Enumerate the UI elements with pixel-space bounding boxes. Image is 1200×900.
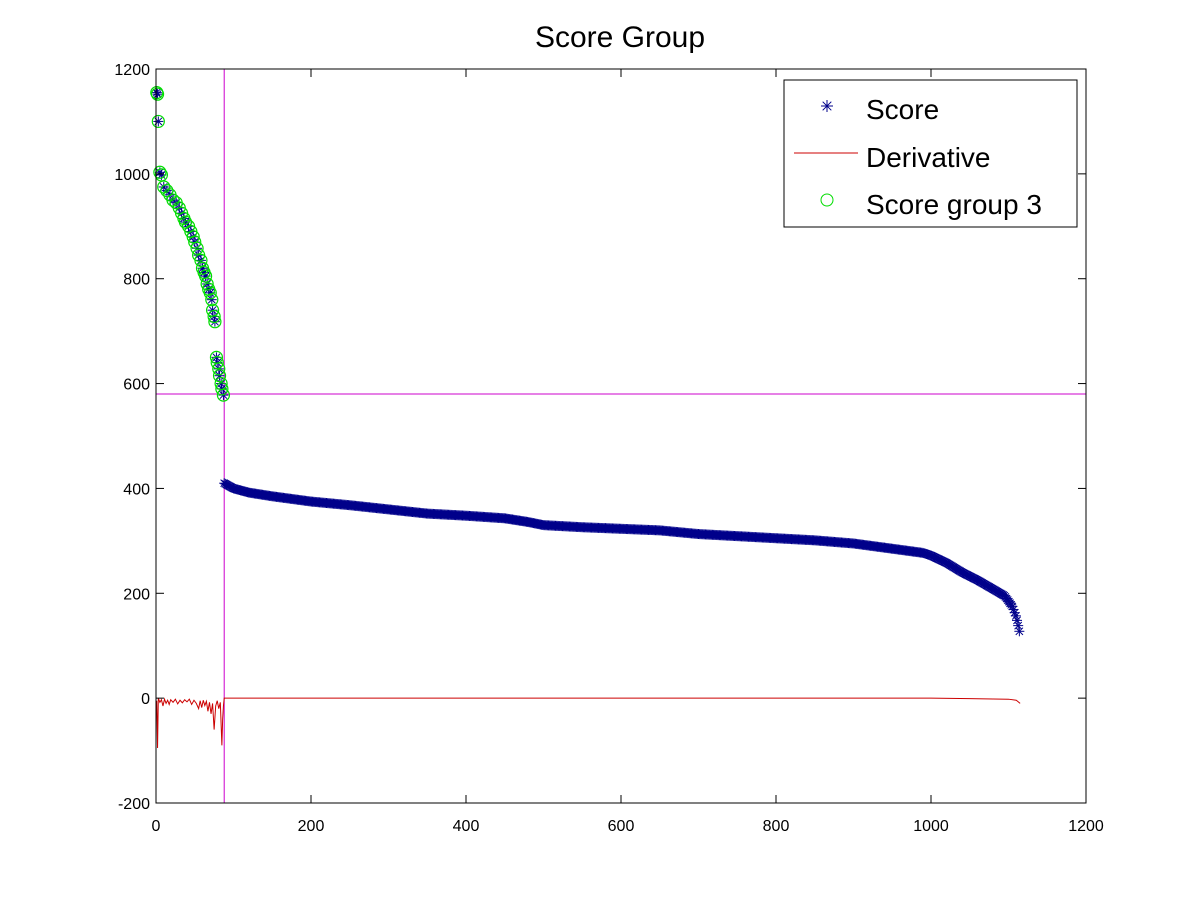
y-tick-label: 800 [123,272,150,289]
legend-derivative-label: Derivative [866,142,990,173]
score-point [209,316,220,327]
y-tick-label: 1000 [114,167,150,184]
y-tick-label: -200 [118,796,150,813]
score-group-3-point [160,184,174,198]
score-group-3-point [203,286,217,300]
y-tick-label: 200 [123,586,150,603]
x-tick-label: 1000 [913,818,949,835]
y-tick-label: 600 [123,377,150,394]
score-point [206,294,217,305]
x-tick-label: 400 [453,818,480,835]
score-point [153,116,164,127]
x-tick-label: 1200 [1068,818,1104,835]
score-group-3-point [153,165,167,179]
score-point [1012,615,1023,626]
score-group-3-point [186,230,200,244]
legend-group-label: Score group 3 [866,189,1042,220]
x-tick-label: 0 [152,818,161,835]
score-group-3-point [212,362,226,376]
legend-score-marker [821,100,833,112]
score-group-3-series [150,85,231,402]
legend: Score Derivative Score group 3 [783,79,1078,228]
score-group-3-point [207,309,221,324]
chart-title: Score Group [535,21,705,54]
y-tick-label: 1200 [114,62,150,79]
score-group-3-point [200,277,214,291]
score-group-3-point [205,293,219,307]
score-series [151,87,1025,637]
threshold-lines [156,69,1086,803]
score-group-3-point [199,269,213,283]
score-group-3-point [150,87,165,101]
score-group-3-point [216,388,231,402]
y-tick-label: 400 [123,481,150,498]
score-group-3-point [215,382,229,396]
x-tick-label: 200 [298,818,325,835]
score-group-3-point [188,235,202,249]
derivative-series [156,697,1021,748]
score-point [151,87,162,98]
axis-ticks: 0 200 400 600 800 1000 1200-200020040060080010… [114,62,1103,835]
score-point [1013,620,1024,631]
score-point [1014,626,1025,637]
x-tick-label: 600 [608,818,635,835]
score-point [152,89,163,100]
legend-group-marker [820,193,834,207]
x-tick-label: 800 [763,818,790,835]
score-group-3-point [208,315,222,329]
score-group-3-point [151,114,165,129]
y-tick-label: 0 [141,691,150,708]
score-group-3-point [212,369,227,383]
score-group-3-point [190,241,204,255]
legend-score-label: Score [866,94,939,125]
score-group-3-point [210,356,224,370]
legend-score-star [821,100,833,112]
score-group-3-point [194,253,208,267]
derivative-line [156,697,1021,748]
